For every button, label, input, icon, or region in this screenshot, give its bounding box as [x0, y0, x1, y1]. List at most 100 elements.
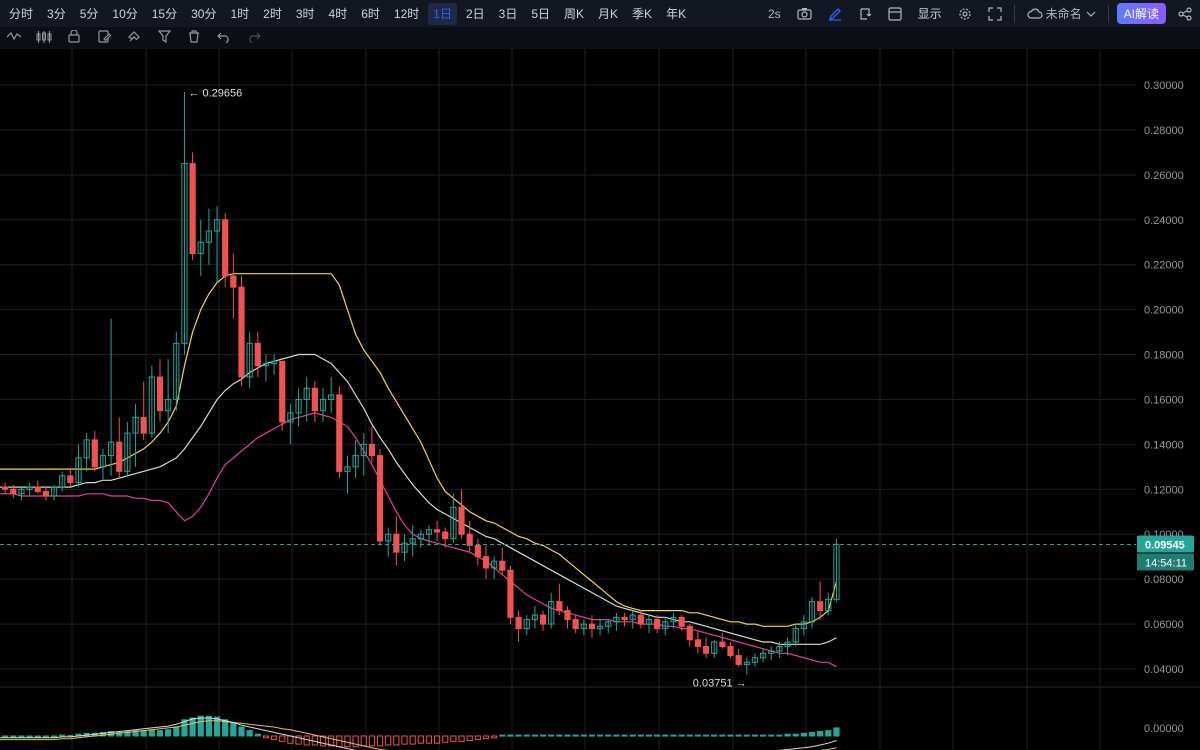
timeframe-19[interactable]: 年K — [666, 6, 687, 21]
osc-bar — [515, 734, 522, 737]
candle-body — [556, 601, 563, 612]
timeframe-1[interactable]: 3分 — [47, 6, 66, 21]
candle-body — [205, 230, 213, 243]
timeframe-6[interactable]: 1时 — [230, 6, 250, 21]
osc-bar — [580, 734, 587, 737]
osc-bar — [507, 734, 514, 737]
candle-body — [792, 628, 799, 643]
osc-bar — [670, 734, 677, 737]
osc-bar — [295, 735, 302, 745]
timeframe-15[interactable]: 5日 — [531, 6, 551, 21]
timeframe-11[interactable]: 12时 — [393, 6, 420, 21]
candle-body — [246, 342, 253, 378]
undo-icon[interactable] — [216, 31, 232, 46]
grid-lines — [0, 49, 1200, 750]
topbar-divider — [1107, 4, 1109, 23]
bb_mid-line — [0, 353, 837, 645]
candle-body — [75, 457, 82, 484]
camera-icon[interactable] — [797, 7, 812, 20]
display-button[interactable]: 显示 — [917, 7, 942, 21]
timeframe-8[interactable]: 3时 — [295, 6, 315, 21]
osc-bar — [588, 734, 596, 737]
current-price-tag — [1137, 535, 1194, 553]
timeframe-9[interactable]: 4时 — [328, 6, 348, 21]
price-tick: 0.22000 — [1144, 260, 1184, 272]
timeframe-0[interactable]: 分时 — [9, 6, 34, 21]
candle-body — [148, 376, 155, 434]
timeframe-12[interactable]: 1日 — [428, 2, 457, 25]
fullscreen-icon[interactable] — [988, 6, 1002, 21]
candle-style-icon[interactable] — [36, 30, 52, 46]
osc-bar — [2, 735, 9, 738]
ai-interpret-button[interactable]: AI解读 — [1116, 3, 1166, 24]
candle-body — [450, 506, 457, 540]
timeframe-10[interactable]: 6时 — [361, 6, 380, 21]
edit-note-icon[interactable] — [96, 30, 112, 46]
timeframe-18[interactable]: 季K — [632, 6, 653, 21]
timeframe-2[interactable]: 5分 — [79, 6, 99, 21]
osc-bar — [140, 730, 147, 737]
filter-icon[interactable] — [156, 30, 172, 46]
osc-bar — [776, 734, 783, 737]
osc-bar — [597, 734, 604, 737]
candle-body — [760, 652, 767, 659]
trash-icon[interactable] — [186, 30, 202, 46]
layout-selector[interactable]: 未命名 — [1027, 5, 1096, 22]
candle-body — [401, 542, 408, 553]
osc-bar — [678, 734, 685, 737]
osc-bar — [173, 726, 180, 737]
osc-bar — [784, 733, 791, 737]
osc-bar — [132, 730, 139, 737]
candle-body — [181, 163, 188, 344]
candle-body — [344, 466, 351, 472]
lock-icon[interactable] — [66, 29, 82, 46]
timeframe-16[interactable]: 周K — [564, 6, 585, 21]
magnet-icon[interactable] — [126, 30, 142, 46]
price-tick: 0.06000 — [1144, 619, 1184, 631]
replay-icon[interactable] — [858, 7, 872, 21]
bb_lower-line — [0, 412, 837, 668]
timeframe-5[interactable]: 30分 — [191, 6, 217, 21]
osc-bar — [792, 733, 799, 737]
price-range-icon[interactable] — [6, 31, 22, 46]
timeframe-13[interactable]: 2日 — [465, 6, 485, 21]
interval-selector[interactable]: 2s — [767, 6, 781, 21]
countdown-label: 14:54:11 — [1145, 557, 1187, 569]
topbar-right: 2s 显示 未命名 AI解读 — [760, 0, 1200, 27]
redo-icon[interactable] — [246, 31, 262, 46]
candle-body — [99, 455, 107, 468]
price-tick: 0.24000 — [1144, 215, 1184, 227]
display-icon[interactable] — [888, 6, 902, 21]
osc-bar — [654, 734, 661, 737]
osc-bar — [450, 735, 457, 742]
osc-bar — [50, 735, 58, 738]
timeframe-7[interactable]: 2时 — [263, 6, 282, 21]
pencil-icon[interactable] — [828, 7, 842, 21]
candle-body — [230, 275, 237, 288]
settings-gear-icon[interactable] — [958, 7, 972, 21]
timeframe-14[interactable]: 3日 — [498, 6, 518, 21]
candle-body — [727, 646, 734, 657]
osc-bar — [564, 734, 571, 737]
osc-bar — [474, 735, 481, 741]
osc-bar — [99, 731, 107, 737]
osc-bar — [328, 735, 335, 747]
candle-body — [42, 491, 49, 497]
osc-bar — [385, 735, 392, 746]
candle-body — [132, 416, 139, 434]
timeframe-17[interactable]: 月K — [598, 6, 619, 21]
oscillator-panel — [0, 715, 840, 750]
candle-body — [287, 412, 294, 423]
chart-area[interactable]: 0.30000 0.28000 0.26000 0.24000 0.22000 0.200… — [0, 49, 1200, 750]
price-tick: 0.12000 — [1144, 484, 1184, 496]
timeframe-3[interactable]: 10分 — [112, 6, 138, 21]
high-annotation: ← 0.29656 — [188, 88, 242, 100]
candle-body — [295, 398, 302, 414]
candle-body — [328, 394, 335, 400]
candle-body — [776, 646, 783, 652]
timeframe-4[interactable]: 15分 — [151, 6, 178, 21]
price-tick: 0.30000 — [1144, 80, 1184, 92]
share-icon[interactable] — [1178, 6, 1192, 21]
candle-body — [572, 619, 579, 630]
price-chart[interactable]: 0.30000 0.28000 0.26000 0.24000 0.22000 0.200… — [0, 49, 1200, 750]
